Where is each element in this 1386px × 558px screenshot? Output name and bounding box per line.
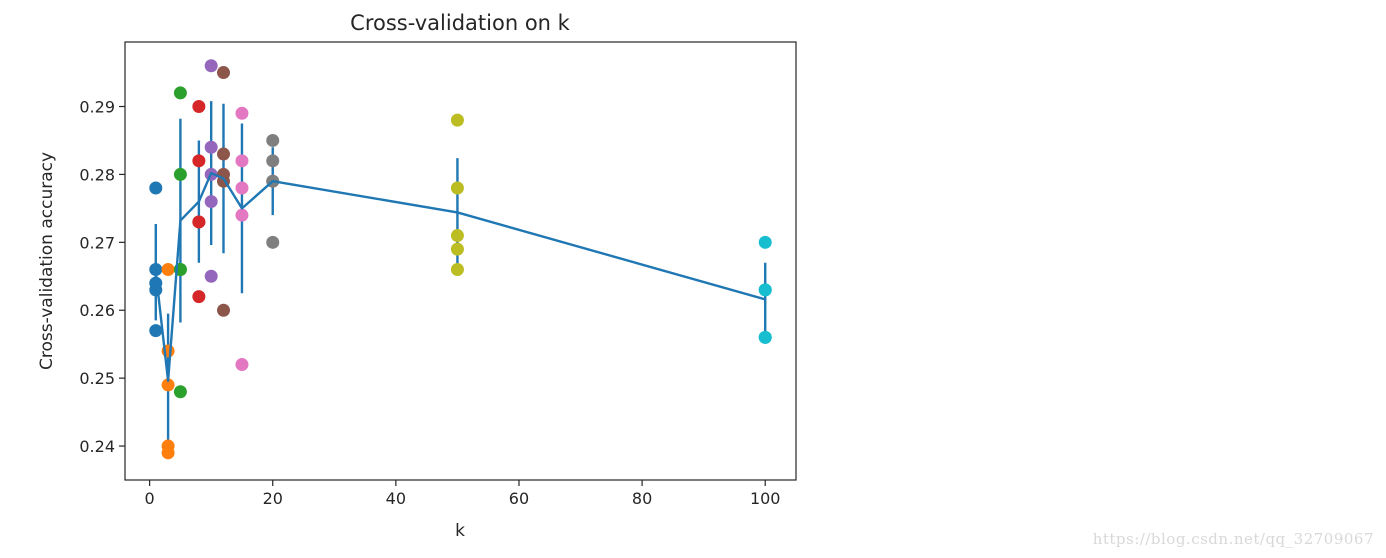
scatter-point-k10 xyxy=(204,59,218,73)
scatter-point-k50 xyxy=(450,242,464,256)
y-tick-label: 0.27 xyxy=(79,233,115,252)
plot-frame xyxy=(124,41,797,481)
y-tick-label: 0.25 xyxy=(79,369,115,388)
scatter-point-k3 xyxy=(161,262,175,276)
watermark: https://blog.csdn.net/qq_32709067 xyxy=(1092,530,1374,548)
scatter-point-k8 xyxy=(192,290,206,304)
scatter-point-k15 xyxy=(235,358,249,372)
scatter-point-k12 xyxy=(216,303,230,317)
scatter-point-k100 xyxy=(758,283,772,297)
x-tick-label: 40 xyxy=(386,489,406,508)
scatter-point-k12 xyxy=(216,147,230,161)
scatter-point-k5 xyxy=(173,385,187,399)
scatter-point-k1 xyxy=(149,283,163,297)
x-axis-label: k xyxy=(455,521,465,541)
scatter-point-k1 xyxy=(149,181,163,195)
scatter-point-k10 xyxy=(204,195,218,209)
x-tick-label: 20 xyxy=(263,489,283,508)
scatter-point-k3 xyxy=(161,446,175,460)
scatter-point-k20 xyxy=(266,133,280,147)
scatter-point-k1 xyxy=(149,324,163,338)
x-tick-label: 80 xyxy=(632,489,652,508)
scatter-point-k15 xyxy=(235,181,249,195)
scatter-point-k8 xyxy=(192,215,206,229)
scatter-point-k5 xyxy=(173,86,187,100)
scatter-point-k3 xyxy=(161,378,175,392)
scatter-point-k50 xyxy=(450,113,464,127)
x-tick-label: 100 xyxy=(750,489,781,508)
x-tick-label: 0 xyxy=(145,489,155,508)
y-tick-label: 0.29 xyxy=(79,98,115,117)
scatter-point-k1 xyxy=(149,262,163,276)
mean-accuracy-line xyxy=(154,171,766,383)
y-axis-label: Cross-validation accuracy xyxy=(37,152,57,370)
scatter-point-k12 xyxy=(216,66,230,80)
scatter-point-k5 xyxy=(173,167,187,181)
scatter-point-k10 xyxy=(204,140,218,154)
scatter-point-k8 xyxy=(192,154,206,168)
x-axis: 0 20 40 60 80 100 xyxy=(145,480,781,508)
chart-title: Cross-validation on k xyxy=(350,11,570,35)
scatter-point-k100 xyxy=(758,235,772,249)
y-tick-label: 0.26 xyxy=(79,301,115,320)
scatter-point-k100 xyxy=(758,330,772,344)
scatter-point-k20 xyxy=(266,235,280,249)
scatter-point-k15 xyxy=(235,154,249,168)
y-tick-label: 0.28 xyxy=(79,165,115,184)
scatter-point-k50 xyxy=(450,262,464,276)
scatter-point-k15 xyxy=(235,106,249,120)
scatter-point-k50 xyxy=(450,181,464,195)
scatter-point-k50 xyxy=(450,229,464,243)
scatter-point-k8 xyxy=(192,100,206,114)
scatter-point-k15 xyxy=(235,208,249,222)
y-tick-label: 0.24 xyxy=(79,437,115,456)
scatter-point-k20 xyxy=(266,154,280,168)
x-tick-label: 60 xyxy=(509,489,529,508)
y-axis: 0.24 0.25 0.26 0.27 0.28 0.29 xyxy=(79,98,125,456)
scatter-point-k10 xyxy=(204,269,218,283)
